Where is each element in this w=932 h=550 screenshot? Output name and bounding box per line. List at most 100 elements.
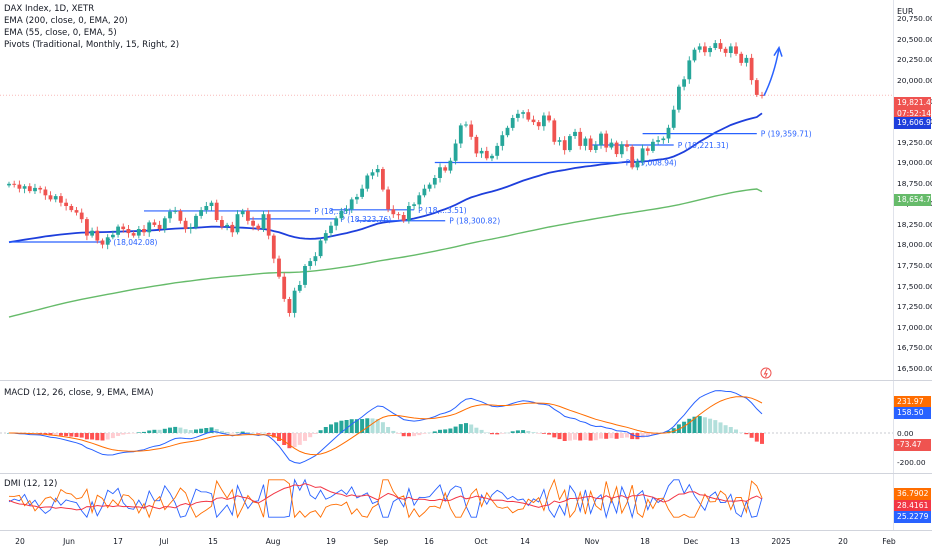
macd-chart[interactable] xyxy=(0,381,893,473)
price-tick: 17,250.00 xyxy=(897,302,932,312)
macd-histogram-bar xyxy=(256,433,261,434)
candle xyxy=(619,144,624,155)
macd-signal-line xyxy=(9,396,763,456)
price-tick: 20,250.00 xyxy=(897,55,932,65)
time-tick: 20 xyxy=(15,537,25,546)
macd-pane[interactable]: MACD (12, 26, close, 9, EMA, EMA) xyxy=(0,381,893,473)
candle xyxy=(370,172,375,176)
time-tick: 18 xyxy=(640,537,650,546)
dmi-pane[interactable]: DMI (12, 12) xyxy=(0,474,893,530)
candle xyxy=(131,233,136,236)
dmi-legend[interactable]: DMI (12, 12) xyxy=(4,479,58,489)
macd-histogram-bar xyxy=(417,433,422,436)
candle xyxy=(391,209,396,215)
candle xyxy=(313,256,318,262)
macd-histogram-bar xyxy=(609,433,614,439)
macd-histogram-bar xyxy=(744,433,749,435)
macd-histogram-bar xyxy=(168,427,172,433)
time-tick: Feb xyxy=(882,537,896,546)
candle xyxy=(344,209,349,211)
candle xyxy=(438,167,442,178)
dmi-plus-line xyxy=(8,478,763,519)
macd-histogram-bar xyxy=(261,432,266,434)
candle xyxy=(568,136,572,151)
price-tick: 17,000.00 xyxy=(897,322,932,332)
candle xyxy=(59,196,63,203)
candle xyxy=(484,150,489,159)
macd-histogram-bar xyxy=(360,419,365,433)
candle xyxy=(443,167,448,171)
macd-histogram-bar xyxy=(183,429,188,433)
candle xyxy=(453,143,458,161)
candle xyxy=(645,148,650,151)
candle xyxy=(287,299,292,313)
ema55-label[interactable]: EMA (55, close, 0, EMA, 5) xyxy=(4,28,117,38)
candle xyxy=(33,187,37,192)
candle xyxy=(360,188,364,197)
candle xyxy=(427,184,432,189)
macd-histogram-bar xyxy=(713,420,718,433)
time-tick: 19 xyxy=(326,537,336,546)
macd-line xyxy=(8,390,763,464)
macd-zero-tick: 0.00 xyxy=(897,429,914,438)
candle xyxy=(625,144,629,147)
candle xyxy=(464,124,468,126)
price-chart[interactable]: P (18,042.08) P (18,...8)P (18,323.76) P (… xyxy=(0,0,893,380)
candle xyxy=(282,276,287,299)
candle xyxy=(334,218,339,226)
ema200-label[interactable]: EMA (200, close, 0, EMA, 20) xyxy=(4,16,128,26)
macd-histogram-bar xyxy=(230,433,235,434)
candle xyxy=(417,195,422,205)
pivot-label: P (19,221.31) xyxy=(678,141,729,150)
pivots-label[interactable]: Pivots (Traditional, Monthly, 15, Right,… xyxy=(4,40,180,50)
candle xyxy=(22,186,27,189)
candle xyxy=(199,210,203,216)
macd-histogram-bar xyxy=(142,431,146,433)
currency-label[interactable]: EUR xyxy=(897,7,914,16)
macd-histogram-bar xyxy=(235,432,240,433)
macd-histogram-bar xyxy=(697,416,702,433)
candle xyxy=(401,215,406,221)
macd-histogram-bar xyxy=(702,417,707,433)
macd-histogram-bar xyxy=(515,430,520,433)
candle xyxy=(365,175,370,189)
candle xyxy=(7,183,11,186)
price-tick: 19,250.00 xyxy=(897,137,932,147)
macd-axis[interactable]: 231.97 158.50 0.00 -73.47 -200.00 xyxy=(893,381,932,473)
candle xyxy=(526,112,531,120)
candle xyxy=(256,225,261,229)
macd-histogram-bar xyxy=(557,433,562,440)
macd-histogram-bar xyxy=(303,433,307,441)
candle xyxy=(53,196,58,200)
macd-histogram-bar xyxy=(178,427,183,433)
macd-histogram-bar xyxy=(339,420,344,433)
macd-histogram-bar xyxy=(53,433,58,436)
candle xyxy=(188,227,193,229)
macd-histogram-bar xyxy=(427,432,432,434)
macd-histogram-bar xyxy=(749,433,754,438)
macd-histogram-bar xyxy=(469,424,474,433)
candle xyxy=(318,240,323,257)
macd-legend[interactable]: MACD (12, 26, close, 9, EMA, EMA) xyxy=(4,388,154,398)
macd-histogram-bar xyxy=(640,433,645,438)
price-pane[interactable]: P (18,042.08) P (18,...8) P (18,323.76) P (… xyxy=(0,0,893,380)
dmi-axis[interactable]: 36.7902 28.4161 25.2279 xyxy=(893,474,932,530)
candle xyxy=(136,229,141,236)
macd-histogram-bar xyxy=(375,419,380,433)
candle xyxy=(266,214,271,236)
price-axis[interactable]: EUR 20,750.00 20,500.00 20,250.00 20,000.00… xyxy=(893,0,932,380)
macd-histogram-bar xyxy=(370,418,375,433)
candle xyxy=(630,146,635,168)
candle xyxy=(142,229,146,233)
pane-divider[interactable] xyxy=(0,380,932,381)
candle xyxy=(69,206,74,211)
candle xyxy=(381,169,385,190)
candle xyxy=(500,135,505,146)
macd-histogram-bar xyxy=(536,433,541,434)
dmi-chart[interactable] xyxy=(0,474,893,530)
symbol-label[interactable]: DAX Index, 1D, XETR xyxy=(4,4,95,14)
macd-histogram-bar xyxy=(391,430,396,433)
macd-histogram-bar xyxy=(318,430,323,433)
pane-divider-2[interactable] xyxy=(0,473,932,474)
macd-histogram-bar xyxy=(90,433,95,440)
